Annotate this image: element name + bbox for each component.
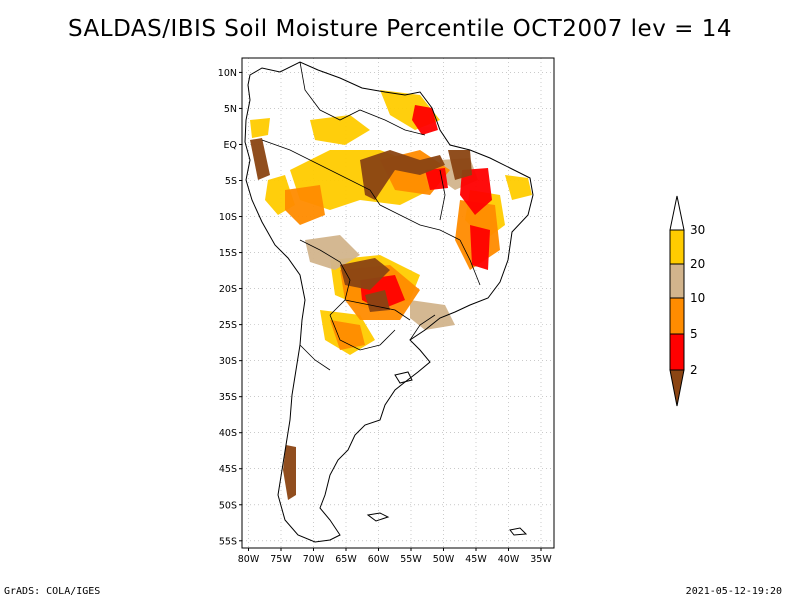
colorbar-top-triangle [669,195,685,231]
shade-red-guiana [412,105,438,135]
shade-tan-bolivia [305,235,360,270]
colorbar-swatch-tan [669,263,685,299]
latitude-labels: 10N 5N EQ 5S 10S 15S 20S 25S 30S 35S 40S 45S 50S 55S [218,68,242,547]
country-borders [261,61,481,371]
lat-label: 55S [219,536,237,547]
shade-tan-para [410,300,455,330]
colorbar-label-30: 30 [690,223,705,237]
lon-label: 40W [498,554,520,565]
lat-label: EQ [224,140,237,151]
shade-gold-ecuador [250,118,270,138]
colorbar-swatch-gold [669,229,685,265]
lat-label: 5S [225,176,237,187]
shade-brown-chile [283,445,296,500]
lon-label: 80W [238,554,260,565]
shade-brown-ne [448,150,472,180]
shade-red-east [470,225,490,270]
colorbar-swatch-orange [669,297,685,335]
shade-gold-ne [505,175,532,200]
lon-label: 60W [368,554,390,565]
islands [366,371,528,536]
colorbar-label-5: 5 [690,327,698,341]
lat-label: 20S [219,284,237,295]
lon-label: 50W [433,554,455,565]
shade-red-north [425,168,448,190]
shade-orange-west [285,185,325,225]
lon-label: 65W [335,554,357,565]
shade-brown-west [250,138,270,180]
shade-brown-center [340,258,390,290]
footer-timestamp: 2021-05-12-19:20 [685,586,782,597]
shade-gold-north [310,115,370,145]
colorbar-label-10: 10 [690,291,705,305]
lat-label: 15S [219,248,237,259]
lon-label: 55W [400,554,422,565]
colorbar-swatch-red [669,333,685,371]
shade-orange-south [330,320,365,350]
shade-brown-para [365,290,390,312]
shade-red-ne [460,168,492,215]
footer-credit: GrADS: COLA/IGES [4,586,101,597]
south-america-coastline [244,61,534,543]
lon-label: 70W [303,554,325,565]
lat-label: 50S [219,500,237,511]
lon-label: 45W [465,554,487,565]
colorbar-label-2: 2 [690,363,698,377]
lat-label: 10S [219,212,237,223]
lat-label: 5N [224,104,237,115]
lat-label: 40S [219,428,237,439]
lat-label: 25S [219,320,237,331]
colorbar: 30 20 10 5 2 [669,195,705,407]
lat-label: 35S [219,392,237,403]
lon-label: 35W [530,554,552,565]
colorbar-label-20: 20 [690,257,705,271]
colorbar-bottom-triangle [669,369,685,407]
longitude-labels: 80W 75W 70W 65W 60W 55W 50W 45W 40W 35W [238,548,552,565]
soil-moisture-shading [250,90,532,500]
map-title: SALDAS/IBIS Soil Moisture Percentile OCT… [68,16,732,42]
lat-label: 30S [219,356,237,367]
shade-brown-amazon [360,150,445,200]
lat-label: 10N [218,68,237,79]
lat-label: 45S [219,464,237,475]
map-frame [241,57,555,549]
lon-label: 75W [270,554,292,565]
